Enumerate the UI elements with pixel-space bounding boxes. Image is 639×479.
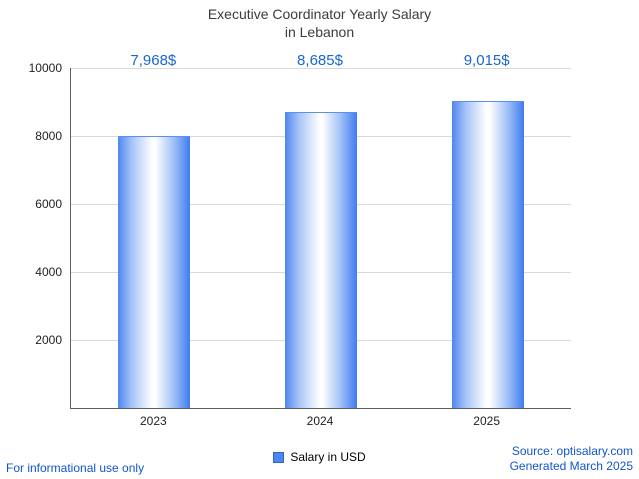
ytick-label-8000: 8000 (35, 129, 62, 143)
category-label-2025: 2025 (473, 414, 501, 428)
value-label-2023: 7,968$ (130, 52, 177, 69)
category-label-2024: 2024 (306, 414, 334, 428)
generated-date: Generated March 2025 (509, 459, 633, 474)
value-label-2024: 8,685$ (297, 52, 343, 69)
chart-title-line2: in Lebanon (284, 24, 355, 41)
bar-2025[interactable] (451, 100, 524, 408)
legend-swatch-icon (273, 451, 285, 463)
plot-area (70, 68, 571, 409)
chart-title: Executive Coordinator Yearly Salary in L… (0, 5, 639, 41)
ytick-label-10000: 10000 (28, 61, 62, 75)
value-label-rail: 7,968$ 8,685$ 9,015$ (70, 52, 570, 74)
legend: Salary in USD (0, 450, 639, 464)
source-link[interactable]: Source: optisalary.com (511, 443, 633, 458)
value-label-2025: 9,015$ (463, 52, 510, 69)
gridline-10000 (71, 68, 571, 69)
ytick-label-6000: 6000 (35, 197, 62, 211)
disclaimer-text: For informational use only (6, 461, 145, 475)
legend-label: Salary in USD (290, 450, 366, 464)
chart-title-line1: Executive Coordinator Yearly Salary (207, 6, 432, 22)
ytick-label-2000: 2000 (35, 333, 62, 347)
y-axis-tick-labels: 2000 4000 6000 8000 10000 (0, 61, 62, 408)
category-label-2023: 2023 (139, 414, 167, 428)
bar-2024[interactable] (285, 111, 357, 408)
source-block: Source: optisalary.com Generated March 2… (510, 444, 633, 475)
bar-2023[interactable] (118, 136, 191, 408)
ytick-label-4000: 4000 (35, 265, 62, 279)
x-axis-category-labels: 2023 2024 2025 (70, 414, 570, 432)
